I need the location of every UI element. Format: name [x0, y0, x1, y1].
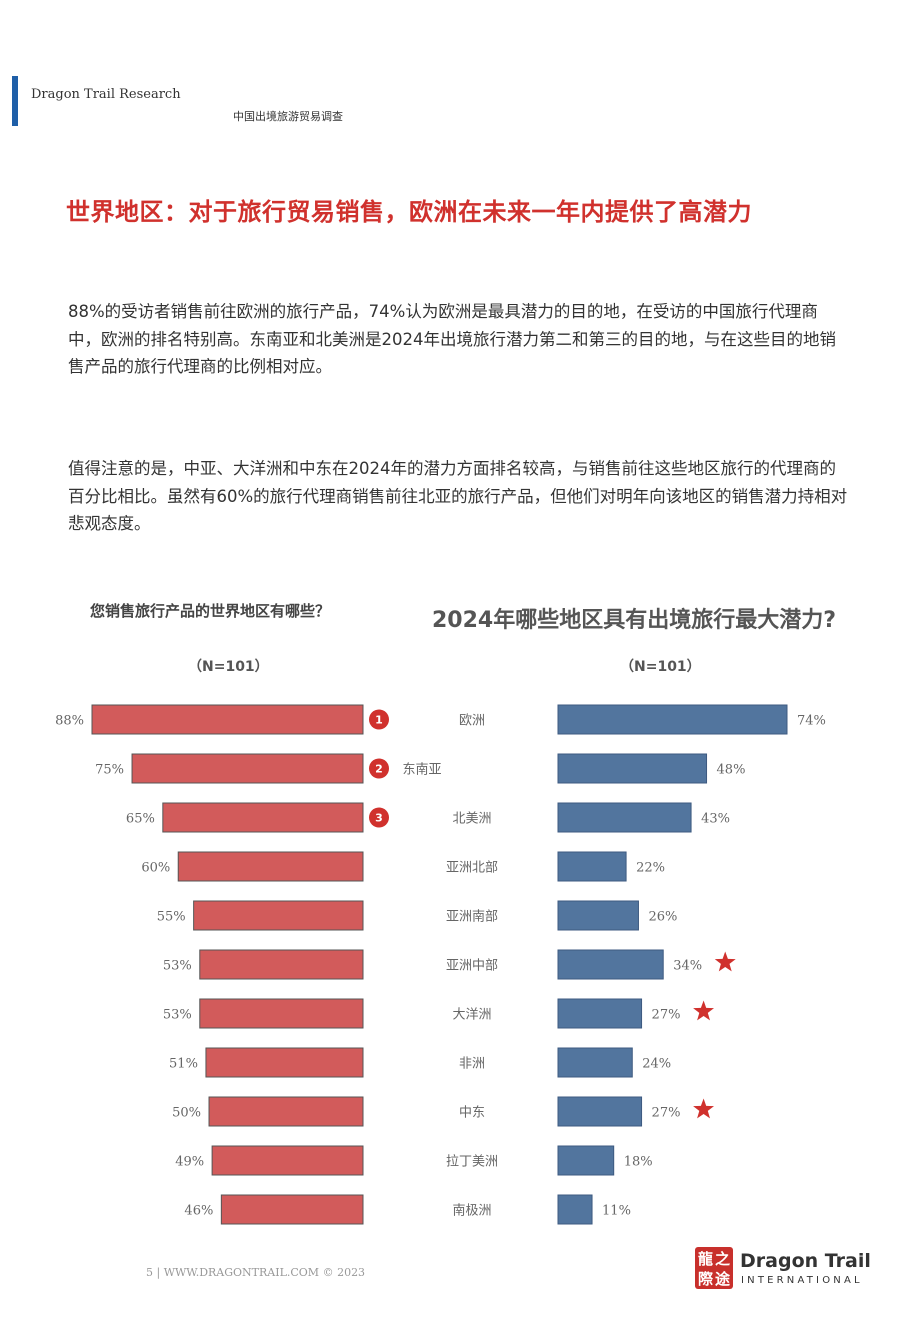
- left-bar: [208, 1096, 364, 1127]
- left-bar: [177, 851, 364, 882]
- left-bar-value-label: 65%: [126, 812, 155, 827]
- left-bar: [131, 753, 364, 784]
- star-icon: [693, 1098, 714, 1119]
- right-bar-value-label: 27%: [652, 1008, 681, 1023]
- right-bar: [557, 802, 692, 833]
- left-bar: [199, 949, 364, 980]
- right-bar-value-label: 11%: [602, 1204, 631, 1219]
- left-bar: [162, 802, 364, 833]
- page-headline: 世界地区：对于旅行贸易销售，欧洲在未来一年内提供了高潜力: [66, 198, 752, 226]
- star-icon: [693, 1000, 714, 1021]
- left-bar-value-label: 50%: [172, 1106, 201, 1121]
- right-bar: [557, 704, 788, 735]
- category-label: 中东: [459, 1106, 485, 1121]
- logo-char: 際: [698, 1270, 714, 1288]
- logo-name: Dragon Trail: [740, 1250, 871, 1272]
- rank-badge-number: 3: [375, 812, 383, 825]
- footer-text: 5 | WWW.DRAGONTRAIL.COM © 2023: [146, 1266, 366, 1279]
- right-bar: [557, 1047, 633, 1078]
- rank-badge: [369, 709, 389, 730]
- left-bar-value-label: 53%: [163, 1008, 192, 1023]
- logo-subtitle: INTERNATIONAL: [741, 1275, 863, 1286]
- right-bar-value-label: 18%: [624, 1155, 653, 1170]
- right-chart-title: 2024年哪些地区具有出境旅行最大潜力?: [432, 608, 836, 633]
- right-bar: [557, 949, 664, 980]
- report-subtitle: 中国出境旅游贸易调查: [233, 110, 343, 123]
- logo-char: 龍: [698, 1250, 714, 1268]
- left-chart-sample-size: （N=101）: [188, 659, 269, 675]
- left-bar: [91, 704, 364, 735]
- left-bar-value-label: 88%: [55, 714, 84, 729]
- left-bar-value-label: 49%: [175, 1155, 204, 1170]
- right-bar-value-label: 34%: [673, 959, 702, 974]
- category-label: 亚洲北部: [446, 861, 498, 876]
- right-bar: [557, 1145, 615, 1176]
- right-bar: [557, 851, 627, 882]
- rank-badge-number: 1: [375, 714, 383, 727]
- category-label: 大洋洲: [452, 1008, 491, 1023]
- left-bar-value-label: 55%: [157, 910, 186, 925]
- left-bar: [193, 900, 364, 931]
- right-bar-value-label: 43%: [701, 812, 730, 827]
- left-bar: [205, 1047, 364, 1078]
- left-bar: [199, 998, 364, 1029]
- logo-mark: 龍 之 際 途: [695, 1247, 733, 1289]
- category-label: 北美洲: [452, 812, 491, 827]
- left-bar: [220, 1194, 364, 1225]
- category-label: 亚洲中部: [446, 959, 498, 974]
- right-bar-value-label: 22%: [636, 861, 665, 876]
- star-icon: [714, 951, 736, 972]
- category-label: 非洲: [459, 1057, 485, 1072]
- left-bar-value-label: 51%: [169, 1057, 198, 1072]
- right-chart-sample-size: （N=101）: [620, 659, 701, 675]
- rank-badge: [369, 758, 389, 779]
- left-chart-title: 您销售旅行产品的世界地区有哪些？: [90, 602, 331, 620]
- logo-char: 途: [715, 1270, 731, 1288]
- right-bar: [557, 1194, 593, 1225]
- category-label: 欧洲: [459, 714, 485, 729]
- header-accent-bar: [12, 76, 18, 126]
- category-label: 南极洲: [452, 1203, 491, 1219]
- right-bar-value-label: 26%: [648, 910, 677, 925]
- paragraph-1: 88%的受访者销售前往欧洲的旅行产品，74%认为欧洲是最具潜力的目的地，在受访的…: [68, 302, 836, 376]
- rank-badge-number: 2: [375, 763, 383, 776]
- right-bar-value-label: 48%: [717, 763, 746, 778]
- right-bar-value-label: 27%: [652, 1106, 681, 1121]
- category-label: 东南亚: [402, 762, 441, 778]
- left-bar-value-label: 46%: [184, 1204, 213, 1219]
- right-bar: [557, 900, 639, 931]
- right-bar-value-label: 74%: [797, 714, 826, 729]
- left-bar: [211, 1145, 364, 1176]
- logo-char: 之: [715, 1250, 731, 1268]
- category-label: 拉丁美洲: [446, 1155, 498, 1170]
- brand-name: Dragon Trail Research: [31, 87, 181, 102]
- left-bar-value-label: 60%: [141, 861, 170, 876]
- left-bar-value-label: 75%: [95, 763, 124, 778]
- paragraph-2: 值得注意的是，中亚、大洋洲和中东在2024年的潜力方面排名较高，与销售前往这些地…: [68, 459, 848, 533]
- right-bar: [557, 753, 708, 784]
- left-bar-value-label: 53%: [163, 959, 192, 974]
- rank-badge: [369, 807, 389, 828]
- right-bar: [557, 998, 643, 1029]
- right-bar-value-label: 24%: [642, 1057, 671, 1072]
- category-label: 亚洲南部: [446, 909, 498, 925]
- right-bar: [557, 1096, 643, 1127]
